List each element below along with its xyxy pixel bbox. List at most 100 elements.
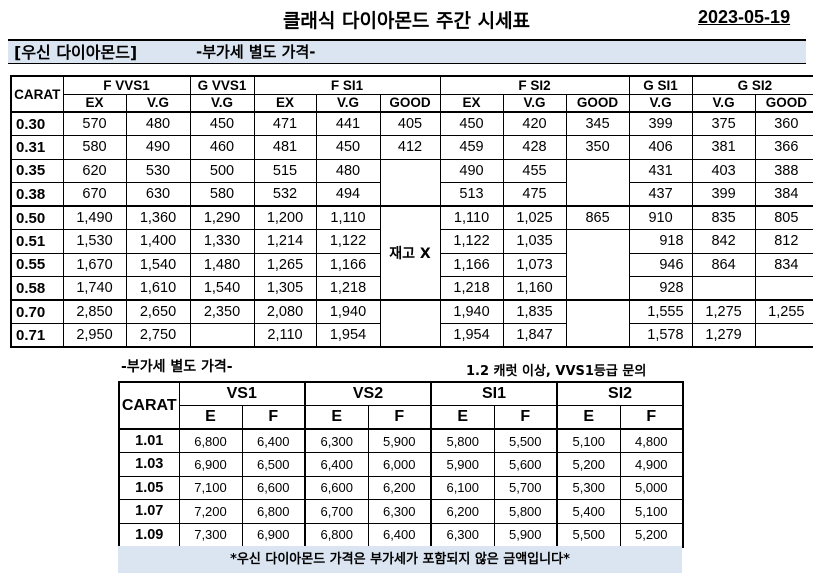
price-cell: 5,900 — [367, 428, 432, 453]
price-cell: 1,610 — [125, 276, 191, 301]
price-cell: 1,255 — [754, 299, 813, 324]
price-cell: 6,500 — [241, 452, 306, 477]
price-cell: 7,200 — [178, 499, 243, 524]
table-row: 0.38 670 630 580 532 494 513 475 437 399 384 — [10, 182, 813, 207]
price-cell: 4,800 — [619, 428, 684, 453]
column-header: V.G — [502, 93, 567, 113]
price-cell: 2,950 — [62, 323, 127, 348]
price-cell: 1,166 — [439, 252, 504, 277]
price-cell: 399 — [691, 182, 756, 207]
price-cell: 1,940 — [439, 299, 504, 324]
price-table-large: CARAT VS1 VS2 SI1 SI2 E F E F E F E F 1.… — [118, 381, 685, 548]
carat-cell: 0.35 — [10, 158, 64, 183]
price-cell: 835 — [691, 205, 756, 230]
price-cell: 1,290 — [189, 205, 255, 230]
price-cell: 1,530 — [62, 229, 127, 254]
price-cell: 350 — [565, 135, 630, 160]
price-cell: 6,700 — [304, 499, 369, 524]
price-cell: 6,800 — [241, 499, 306, 524]
price-cell: 490 — [439, 158, 504, 183]
table-cell — [379, 299, 441, 348]
price-cell: 1,540 — [125, 252, 191, 277]
price-cell: 1,670 — [62, 252, 127, 277]
price-cell: 5,500 — [556, 522, 621, 547]
price-cell: 431 — [628, 158, 693, 183]
price-cell: 2,750 — [125, 323, 191, 348]
price-cell: 6,900 — [178, 452, 243, 477]
price-cell: 580 — [189, 182, 255, 207]
group-header: VS2 — [304, 381, 432, 406]
price-cell: 1,490 — [62, 205, 127, 230]
price-cell: 918 — [628, 229, 693, 254]
column-header: F — [367, 404, 432, 430]
price-cell: 388 — [754, 158, 813, 183]
price-cell: 6,300 — [304, 428, 369, 453]
carat-cell: 0.55 — [10, 252, 64, 277]
table-header-groups: CARAT F VVS1 G VVS1 F SI1 F SI2 G SI1 G … — [10, 75, 813, 113]
price-cell: 5,600 — [493, 452, 558, 477]
group-header: G VVS1 — [189, 75, 255, 95]
price-cell: 6,000 — [367, 452, 432, 477]
group-header: VS1 — [178, 381, 306, 406]
price-cell: 6,300 — [367, 499, 432, 524]
section-title: [우신 다이아몬드] — [14, 43, 138, 62]
carat-cell: 0.30 — [10, 111, 64, 136]
price-cell: 2,850 — [62, 299, 127, 324]
carat-cell: 0.70 — [10, 299, 64, 324]
price-cell: 5,800 — [493, 499, 558, 524]
price-cell: 580 — [62, 135, 127, 160]
price-cell: 6,600 — [304, 475, 369, 500]
column-header: V.G — [691, 93, 756, 113]
column-header: EX — [62, 93, 127, 113]
price-cell: 459 — [439, 135, 504, 160]
group-header: G SI1 — [628, 75, 693, 95]
price-cell: 406 — [628, 135, 693, 160]
price-cell — [754, 276, 813, 301]
table-row: 0.30 570 480 450 471 441 405 450 420 345 399 375 360 — [10, 111, 813, 136]
price-cell: 6,800 — [178, 428, 243, 453]
table-row: 0.71 2,950 2,750 2,110 1,954 1,954 1,847 1,578 1… — [10, 323, 813, 348]
table-header-columns: EX V.G V.G EX V.G GOOD EX V.G GOOD V.G V… — [11, 93, 813, 113]
group-header: SI1 — [429, 381, 558, 406]
price-cell: 620 — [62, 158, 127, 183]
price-cell: 2,110 — [253, 323, 317, 348]
table-cell — [379, 158, 441, 207]
carat-cell: 1.09 — [118, 522, 180, 547]
price-cell: 481 — [253, 135, 317, 160]
table-row: 1.03 6,900 6,500 6,400 6,000 5,900 5,600 5,200 4… — [118, 452, 684, 477]
price-cell: 1,110 — [315, 205, 381, 230]
column-header: GOOD — [754, 93, 813, 113]
price-cell: 6,200 — [367, 475, 432, 500]
price-cell — [691, 276, 756, 301]
price-cell: 5,500 — [493, 428, 558, 453]
price-table-main: CARAT F VVS1 G VVS1 F SI1 F SI2 G SI1 G … — [10, 75, 813, 348]
price-cell: 5,800 — [430, 428, 495, 453]
price-cell: 1,360 — [125, 205, 191, 230]
page-title: 클래식 다이아몬드 주간 시세표 — [282, 10, 531, 32]
price-cell: 7,100 — [178, 475, 243, 500]
price-cell: 450 — [439, 111, 504, 136]
carat-cell: 0.58 — [10, 276, 64, 301]
price-cell: 480 — [315, 158, 381, 183]
price-cell: 2,080 — [253, 299, 317, 324]
price-cell: 1,305 — [253, 276, 317, 301]
price-cell: 412 — [379, 135, 441, 160]
column-header: E — [304, 404, 369, 430]
price-cell: 5,100 — [619, 499, 684, 524]
price-cell — [754, 323, 813, 348]
price-cell: 460 — [189, 135, 255, 160]
price-cell: 490 — [125, 135, 191, 160]
price-cell: 812 — [754, 229, 813, 254]
column-header: GOOD — [379, 93, 441, 113]
price-cell: 403 — [691, 158, 756, 183]
report-date: 2023-05-19 — [698, 7, 791, 27]
price-cell: 5,400 — [556, 499, 621, 524]
inquiry-note: 1.2 캐럿 이상, VVS1등급 문의 — [466, 364, 647, 379]
price-cell: 2,650 — [125, 299, 191, 324]
price-cell: 2,350 — [189, 299, 255, 324]
group-header: SI2 — [556, 381, 684, 406]
price-cell: 1,954 — [439, 323, 504, 348]
price-cell: 1,940 — [315, 299, 381, 324]
carat-cell: 0.50 — [10, 205, 64, 230]
price-cell: 6,300 — [430, 522, 495, 547]
